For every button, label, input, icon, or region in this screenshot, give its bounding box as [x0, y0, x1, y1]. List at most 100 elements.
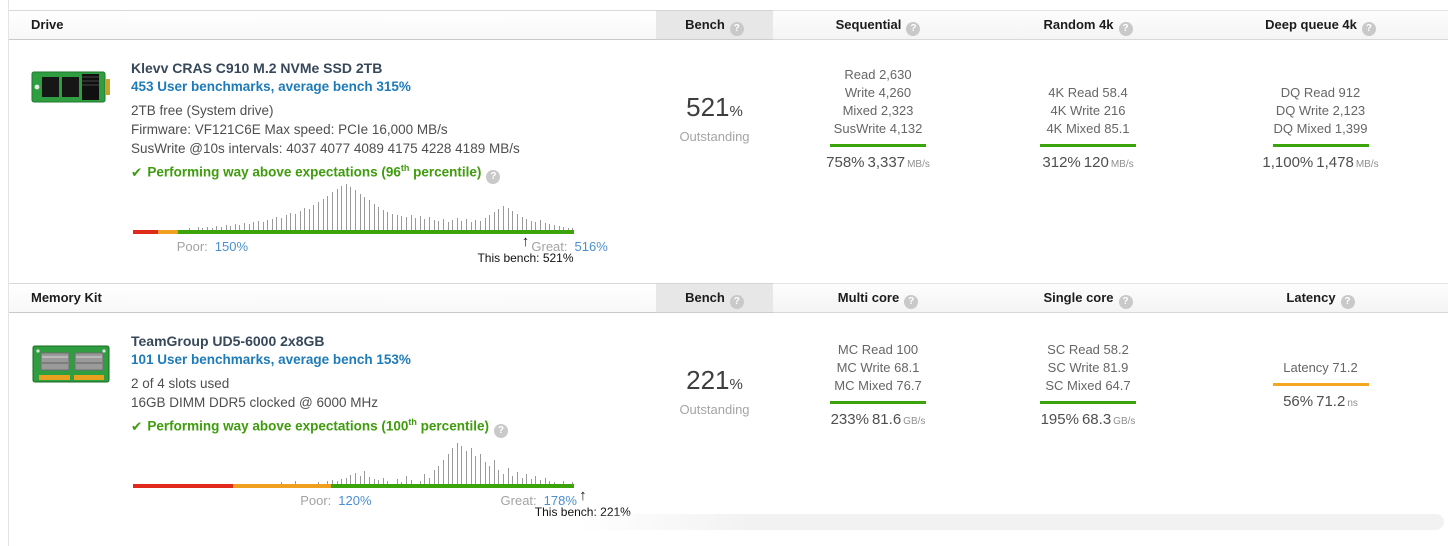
stat-underline [1272, 383, 1369, 386]
help-icon[interactable]: ? [493, 423, 508, 438]
great-value: 516% [574, 238, 608, 254]
histogram-bar [429, 216, 430, 230]
histogram-bar [373, 203, 375, 230]
bench-rating: Outstanding [679, 129, 750, 144]
column-header-label: Single core [1043, 290, 1114, 305]
help-icon[interactable]: ? [1340, 295, 1355, 309]
histogram-bar [489, 214, 491, 230]
performance-note: ✔ Performing way above expectations (96th… [131, 158, 520, 184]
product-info: TeamGroup UD5-6000 2x8GB 101 User benchm… [131, 333, 508, 438]
histogram-bar [526, 473, 528, 484]
stat-line: Read 2,630 [844, 67, 912, 82]
drive-bench-score: 521% Outstanding [656, 40, 773, 283]
histogram-labels: Poor: 120% Great: 178% ↑ This bench: 221% [133, 488, 631, 526]
histogram-bar [530, 478, 532, 484]
summary-unit: ns [1347, 398, 1358, 409]
mid-range-segment [233, 483, 331, 488]
help-icon[interactable]: ? [1361, 22, 1376, 36]
histogram-bar [503, 473, 504, 484]
performance-note: ✔ Performing way above expectations (100t… [131, 412, 508, 438]
help-icon[interactable]: ? [729, 22, 744, 36]
stat-column-sequential: Read 2,630 Write 4,260 Mixed 2,323 SusWr… [773, 40, 983, 283]
stat-column-single-core: SC Read 58.2 SC Write 81.9 SC Mixed 64.7… [983, 313, 1193, 546]
histogram-bar [202, 227, 204, 230]
help-icon[interactable]: ? [486, 169, 501, 184]
stat-underline [1272, 144, 1369, 147]
histogram-bar [410, 214, 412, 230]
histogram-bar [438, 220, 440, 230]
histogram-bar [419, 215, 421, 230]
histogram-bar [429, 477, 430, 484]
bench-range-bar [133, 229, 574, 234]
product-detail-line: 16GB DIMM DDR5 clocked @ 6000 MHz [131, 395, 379, 410]
content: Drive Bench? Sequential? Random 4k? Deep… [9, 0, 1448, 546]
performance-text: percentile) [409, 164, 482, 180]
ssd-illustration [31, 71, 110, 103]
stat-column-latency: Latency 71.2 56% 71.2 ns [1193, 313, 1448, 546]
histogram-bar [378, 479, 380, 484]
ram-product-image [31, 341, 111, 392]
histogram-bar [521, 216, 523, 230]
stat-line: 4K Read 58.4 [1048, 85, 1128, 100]
user-benchmarks-link[interactable]: 453 User benchmarks, average bench 315% [131, 79, 411, 94]
help-icon[interactable]: ? [904, 295, 919, 309]
memory-product-cell: TeamGroup UD5-6000 2x8GB 101 User benchm… [9, 313, 656, 546]
histogram-bar [512, 210, 514, 230]
histogram-bar [549, 480, 551, 484]
histogram-bar [563, 226, 565, 230]
histogram-bar [401, 481, 403, 484]
histogram-bar [257, 220, 259, 230]
histogram-bar [188, 227, 190, 230]
histogram-bar [364, 196, 366, 230]
summary-value: 3,337 [867, 154, 906, 171]
check-icon: ✔ [131, 418, 143, 434]
help-icon[interactable]: ? [729, 295, 744, 309]
histogram-bar [521, 477, 523, 484]
great-caption: Great: [500, 492, 537, 508]
percentile-superscript: th [408, 417, 417, 427]
histogram-bar [479, 453, 481, 484]
histogram-bar [507, 467, 509, 484]
help-icon[interactable]: ? [906, 22, 921, 36]
help-icon[interactable]: ? [1118, 295, 1133, 309]
histogram-bars [133, 438, 574, 484]
histogram-bar [239, 224, 241, 230]
histogram-bar [544, 477, 546, 484]
product-title: TeamGroup UD5-6000 2x8GB [131, 333, 325, 349]
histogram-bar [294, 213, 296, 230]
histogram-bar [387, 480, 389, 484]
histogram-bar [276, 216, 278, 230]
stat-underline [830, 144, 926, 147]
histogram-bar [516, 213, 518, 230]
user-benchmarks-link[interactable]: 101 User benchmarks, average bench 153% [131, 352, 411, 367]
histogram-bar [498, 469, 500, 484]
stat-line: Latency 71.2 [1283, 360, 1358, 375]
histogram-bar [308, 208, 310, 230]
stat-line: MC Read 100 [837, 342, 919, 357]
ram-illustration [32, 345, 110, 383]
histogram-bar [461, 445, 463, 484]
histogram-bar [558, 225, 560, 230]
product-info: Klevv CRAS C910 M.2 NVMe SSD 2TB 453 Use… [131, 60, 520, 184]
histogram-bar [267, 219, 269, 230]
histogram-bar [220, 226, 222, 230]
stat-line: Write 4,260 [844, 85, 912, 100]
histogram-bar [216, 225, 218, 230]
histogram-bar [563, 480, 565, 484]
summary-unit: GB/s [1113, 416, 1136, 427]
performance-text: Performing way above expectations (96 [147, 164, 401, 180]
histogram-bar [271, 218, 273, 230]
histogram-bar [433, 469, 435, 484]
summary-value: 71.2 [1316, 393, 1346, 410]
histogram-bar [281, 481, 282, 484]
histogram-bar [211, 227, 213, 230]
bench-value: 521% [656, 92, 773, 127]
stat-column-random4k: 4K Read 58.4 4K Write 216 4K Mixed 85.1 … [983, 40, 1193, 283]
stat-line: 4K Mixed 85.1 [1046, 121, 1130, 136]
help-icon[interactable]: ? [1118, 22, 1133, 36]
histogram-bar [567, 227, 569, 230]
stat-line: MC Mixed 76.7 [834, 378, 922, 393]
summary-unit: GB/s [903, 416, 926, 427]
histogram-bar [456, 217, 458, 230]
summary-value: 120 [1083, 154, 1109, 171]
